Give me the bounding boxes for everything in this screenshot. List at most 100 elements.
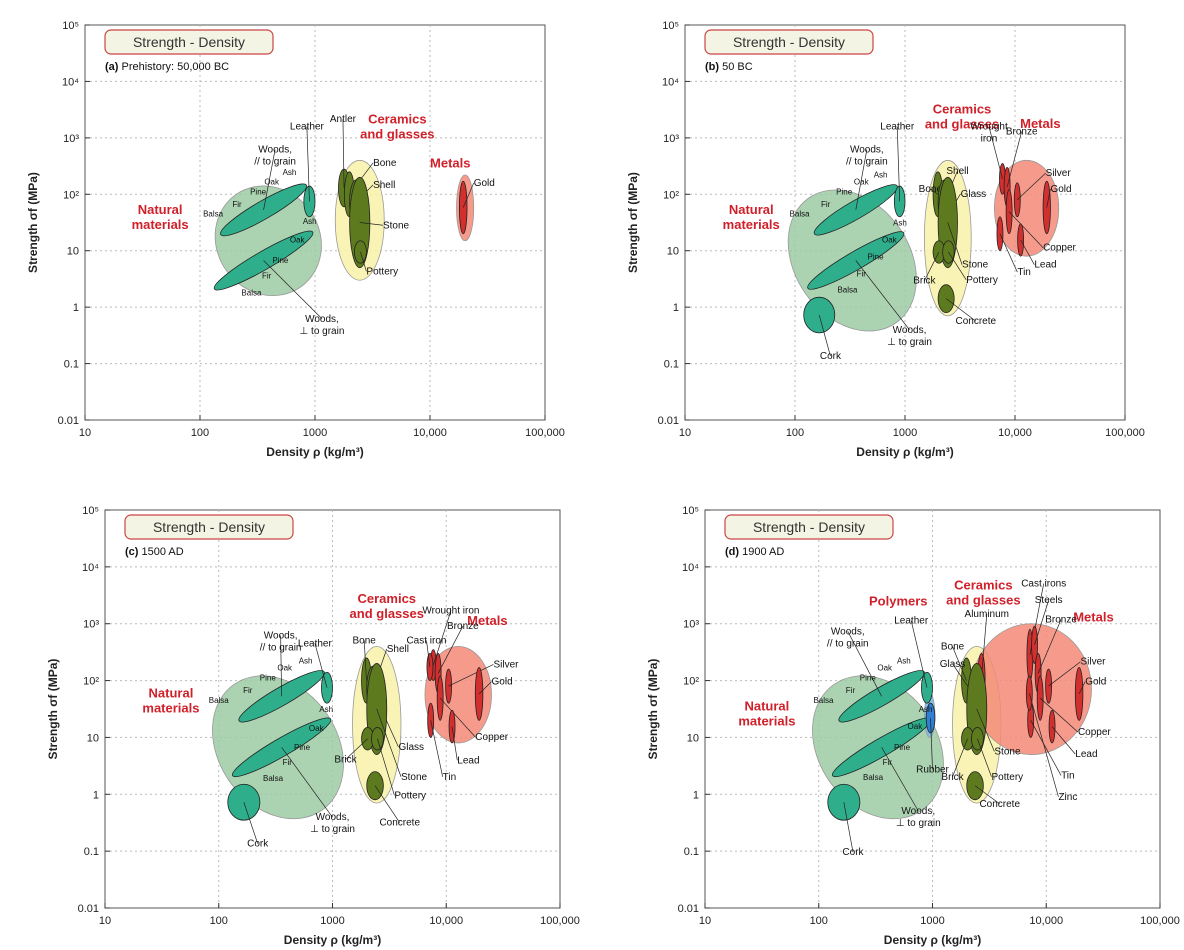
material-label: Pottery	[366, 266, 398, 277]
wood-species-label: Pine	[294, 743, 311, 752]
material-label: Bronze	[1006, 126, 1038, 137]
wood-species-label: Oak	[309, 724, 325, 733]
material-label: Zinc	[1058, 792, 1077, 803]
wood-species-label: Ash	[893, 218, 907, 227]
y-tick-label: 10³	[63, 133, 79, 145]
wood-species-label: Balsa	[790, 210, 811, 219]
y-axis-label: Strength σf (MPa)	[46, 659, 60, 760]
wood-species-label: Fir	[262, 272, 272, 281]
wood-species-label: Ash	[283, 168, 297, 177]
wood-species-label: Ash	[299, 656, 313, 665]
leader-line	[363, 640, 367, 681]
leader-line	[945, 298, 976, 322]
material-label: Concrete	[979, 799, 1020, 810]
material-label: Concrete	[955, 316, 996, 327]
material-label: Stone	[383, 220, 410, 231]
y-tick-label: 1	[673, 302, 679, 314]
wood-species-label: Pine	[260, 674, 277, 683]
material-label: ⊥ to grain	[300, 326, 345, 337]
material-label: Brick	[941, 772, 964, 783]
wood-species-label: Fir	[232, 200, 242, 209]
leader-line	[478, 681, 492, 695]
material-label: Brick	[334, 755, 357, 766]
x-tick-label: 100	[786, 427, 804, 439]
leader-line	[974, 785, 1000, 805]
material-label: Woods,	[316, 812, 350, 823]
wood-species-label: Fir	[283, 758, 293, 767]
material-label: Stone	[962, 260, 989, 271]
material-label: Leather	[880, 122, 915, 133]
material-label: Steels	[1035, 595, 1063, 606]
material-label: Silver	[493, 659, 519, 670]
family-label: Polymers	[869, 593, 928, 608]
material-label: ⊥ to grain	[310, 824, 355, 835]
material-label: Pottery	[991, 772, 1023, 783]
leader-line	[1034, 600, 1049, 645]
family-label: Ceramics	[933, 102, 992, 117]
x-tick-label: 10	[679, 427, 691, 439]
material-label: Bone	[919, 184, 943, 195]
chart-panel: 10 100 1000 10,000 100,000 0.01 0.1 1 10 10² 10³ 10…	[646, 505, 1180, 947]
leader-line	[930, 718, 933, 770]
leader-line	[1046, 188, 1051, 208]
family-label: materials	[132, 217, 189, 232]
y-tick-label: 1	[693, 789, 699, 801]
family-label: Ceramics	[357, 591, 416, 606]
material-label: Leather	[298, 638, 333, 649]
wood-species-label: Balsa	[813, 696, 834, 705]
wood-species-label: Oak	[290, 235, 306, 244]
y-tick-label: 10	[87, 732, 99, 744]
material-label: Bronze	[447, 621, 479, 632]
leader-line	[855, 149, 868, 210]
y-tick-label: 0.1	[664, 359, 679, 371]
material-label: Woods,	[901, 806, 935, 817]
wood-species-label: Oak	[264, 177, 280, 186]
wood-species-label: Pine	[894, 743, 911, 752]
leader-line	[1030, 720, 1062, 776]
material-label: Silver	[1080, 657, 1106, 668]
leader-line	[448, 664, 494, 687]
panel-title: (a) Prehistory: 50,000 BC	[105, 61, 229, 73]
material-bubble	[1025, 675, 1033, 711]
x-tick-label: 100	[210, 915, 228, 927]
title-box-label: Strength - Density	[153, 519, 265, 535]
family-label: Ceramics	[368, 111, 427, 126]
material-label: Bronze	[1045, 615, 1077, 626]
leader-line	[1039, 697, 1079, 733]
wood-species-label: Pine	[860, 674, 877, 683]
leader-line	[306, 126, 310, 202]
material-bubble	[803, 296, 836, 334]
wood-species-label: Fir	[243, 686, 253, 695]
leader-line	[930, 188, 939, 195]
material-label: Aluminum	[965, 609, 1009, 620]
x-tick-label: 100,000	[525, 427, 565, 439]
y-tick-label: 10³	[83, 619, 99, 631]
leader-line	[345, 738, 368, 760]
leader-line	[1048, 661, 1081, 687]
family-label: and glasses	[360, 126, 434, 141]
material-label: Gold	[1085, 677, 1106, 688]
leader-line	[1020, 239, 1035, 265]
wood-species-label: Fir	[857, 269, 867, 278]
material-label: Glass	[961, 189, 987, 200]
leader-line	[896, 126, 901, 202]
x-tick-label: 10,000	[413, 427, 447, 439]
panel-title: (c) 1500 AD	[125, 546, 184, 558]
y-axis-label: Strength σf (MPa)	[626, 172, 640, 273]
family-label: Metals	[467, 613, 507, 628]
x-tick-label: 10	[99, 915, 111, 927]
x-tick-label: 10,000	[998, 427, 1032, 439]
x-tick-label: 100,000	[540, 915, 580, 927]
leader-line	[1028, 693, 1059, 797]
family-label: and glasses	[350, 606, 424, 621]
material-label: Tin	[1017, 267, 1031, 278]
material-label: iron	[981, 134, 998, 145]
leader-line	[952, 738, 968, 777]
x-tick-label: 1000	[303, 427, 327, 439]
y-tick-label: 10⁴	[662, 76, 679, 88]
leader-line	[1037, 619, 1062, 674]
wood-species-label: Oak	[877, 664, 893, 673]
leader-line	[439, 697, 476, 738]
material-label: Lead	[1034, 260, 1056, 271]
leader-line	[1006, 131, 1023, 188]
